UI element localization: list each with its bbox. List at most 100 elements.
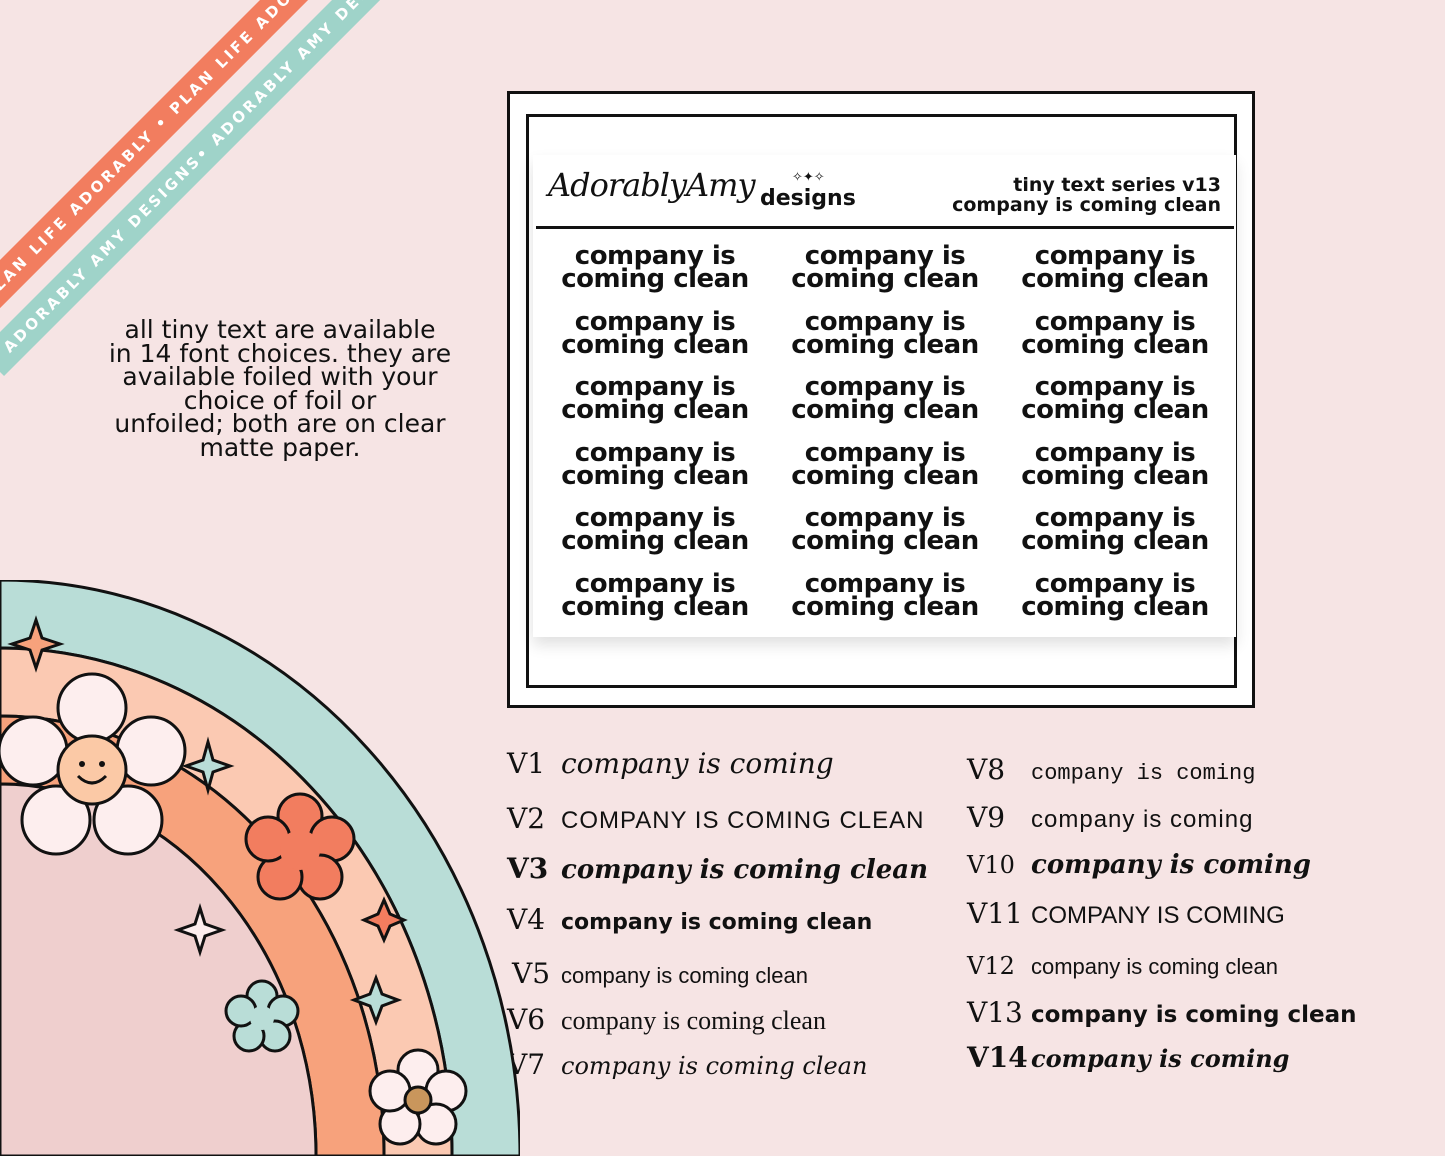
variant-row-v1: V1 company is coming <box>507 747 834 780</box>
variant-label: V10 <box>967 851 1015 879</box>
variant-row-v6: V6 company is coming clean <box>507 1003 826 1036</box>
sticker-line: company is <box>804 241 966 271</box>
sticker: company is coming clean <box>770 503 1000 573</box>
sticker: company is coming clean <box>540 568 770 639</box>
white-flower-icon <box>368 1048 468 1146</box>
variant-label: V9 <box>967 801 1006 834</box>
sticker: company is coming clean <box>770 309 1000 377</box>
variant-text: company is coming clean <box>561 910 873 935</box>
sticker-line: company is <box>574 568 736 599</box>
sticker-line: company is <box>804 568 966 599</box>
sticker: company is coming clean <box>1000 571 1230 639</box>
sparkle-icon <box>181 736 235 796</box>
variant-text: company is coming <box>1031 761 1256 786</box>
variant-label: V11 <box>967 897 1023 930</box>
sticker-line: company is <box>574 503 736 533</box>
variant-text: company is coming clean <box>1031 954 1279 979</box>
sticker-line: coming clean <box>791 264 979 294</box>
variant-label: V13 <box>967 996 1023 1029</box>
sticker-line: coming clean <box>1021 526 1209 556</box>
series-line-2: company is coming clean <box>952 194 1221 216</box>
variant-label: V8 <box>967 753 1006 786</box>
sparkle-icon <box>360 896 408 944</box>
sticker: company is coming clean <box>770 437 1000 508</box>
variant-row-v14: V14 company is coming <box>967 1041 1289 1074</box>
variant-row-v11: V11 COMPANY IS COMING <box>967 897 1285 930</box>
sticker-line: company is <box>804 503 966 533</box>
info-line: unfoiled; both are on clear <box>114 409 446 438</box>
variant-label: V6 <box>507 1003 546 1036</box>
sticker-line: coming clean <box>561 591 749 622</box>
brand-script: AdorablyAmy <box>548 166 756 204</box>
info-line: available foiled with your <box>122 362 438 391</box>
sticker: company is coming clean <box>770 372 1000 442</box>
brand-designs: designs <box>760 186 856 211</box>
sticker-line: coming clean <box>561 329 749 360</box>
sparkle-icon <box>7 615 65 673</box>
sparkle-icon <box>173 902 227 958</box>
sticker: company is coming clean <box>540 437 770 508</box>
availability-info: all tiny text are available in 14 font c… <box>80 315 480 462</box>
variant-row-v12: V12 company is coming clean <box>967 952 1278 980</box>
sticker-line: company is <box>804 372 966 402</box>
variant-text: COMPANY IS COMING CLEAN <box>561 807 925 834</box>
sticker: company is coming clean <box>770 241 1000 311</box>
variant-label: V5 <box>512 957 551 990</box>
variant-text: company is coming clean <box>1031 1002 1357 1028</box>
variant-label: V3 <box>507 852 549 885</box>
sticker-line: coming clean <box>791 460 979 491</box>
sheet-divider <box>536 226 1234 229</box>
teal-flower-icon <box>224 979 300 1053</box>
variant-text: company is coming clean <box>561 1052 868 1080</box>
sticker: company is coming clean <box>540 306 770 377</box>
variant-row-v13: V13 company is coming clean <box>967 996 1356 1029</box>
sticker-line: coming clean <box>791 329 979 360</box>
sticker-line: coming clean <box>561 526 749 556</box>
sparkle-icon: ✧✦✧ <box>792 170 825 185</box>
sticker-line: company is <box>574 437 736 468</box>
sticker: company is coming clean <box>1000 372 1230 442</box>
sticker-line: company is <box>1034 241 1196 271</box>
info-line: matte paper. <box>199 432 361 462</box>
series-title: tiny text series v13 company is coming c… <box>952 175 1221 215</box>
series-line-1: tiny text series v13 <box>1013 174 1221 196</box>
variant-label: V4 <box>507 903 546 936</box>
sticker-line: coming clean <box>1021 591 1209 622</box>
sticker: company is coming clean <box>1000 306 1230 377</box>
sticker-line: coming clean <box>791 395 979 425</box>
rainbow-illustration <box>0 580 520 1156</box>
variant-label: V1 <box>507 747 546 780</box>
sticker-line: company is <box>1034 372 1196 402</box>
variant-label: V12 <box>967 952 1015 980</box>
sticker-line: company is <box>574 241 736 271</box>
variant-text: company is coming <box>1031 1044 1290 1073</box>
sticker: company is coming clean <box>770 568 1000 639</box>
sticker-line: company is <box>1034 306 1196 337</box>
sticker-line: company is <box>574 372 736 402</box>
variant-label: V14 <box>967 1041 1028 1074</box>
variant-row-v5: V5 company is coming clean <box>512 957 808 990</box>
variant-row-v7: V7 company is coming clean <box>507 1048 867 1081</box>
sticker-line: company is <box>1034 437 1196 468</box>
sticker-line: coming clean <box>1021 395 1209 425</box>
sticker-line: company is <box>574 306 736 337</box>
variant-text: company is coming clean <box>561 1006 826 1035</box>
variant-row-v2: V2 COMPANY IS COMING CLEAN <box>507 802 925 835</box>
sticker: company is coming clean <box>1000 503 1230 573</box>
smiley-flower-icon <box>0 672 187 856</box>
variant-text: company is coming <box>1031 850 1311 880</box>
sticker-line: company is <box>1034 503 1196 533</box>
sticker-line: coming clean <box>1021 329 1209 360</box>
sticker-grid: company is coming clean company is coming … <box>540 241 1230 635</box>
coral-flower-icon <box>244 792 356 901</box>
variant-row-v3: V3 company is coming clean <box>507 852 928 885</box>
sticker: company is coming clean <box>1000 437 1230 508</box>
sticker-line: coming clean <box>561 460 749 491</box>
sticker: company is coming clean <box>540 372 770 442</box>
sticker-line: coming clean <box>1021 264 1209 294</box>
info-line: choice of foil or <box>183 385 377 415</box>
variant-text: company is coming <box>1031 806 1254 833</box>
variant-row-v8: V8 company is coming <box>967 753 1255 786</box>
sticker-line: company is <box>804 437 966 468</box>
info-line: all tiny text are available <box>124 315 436 344</box>
